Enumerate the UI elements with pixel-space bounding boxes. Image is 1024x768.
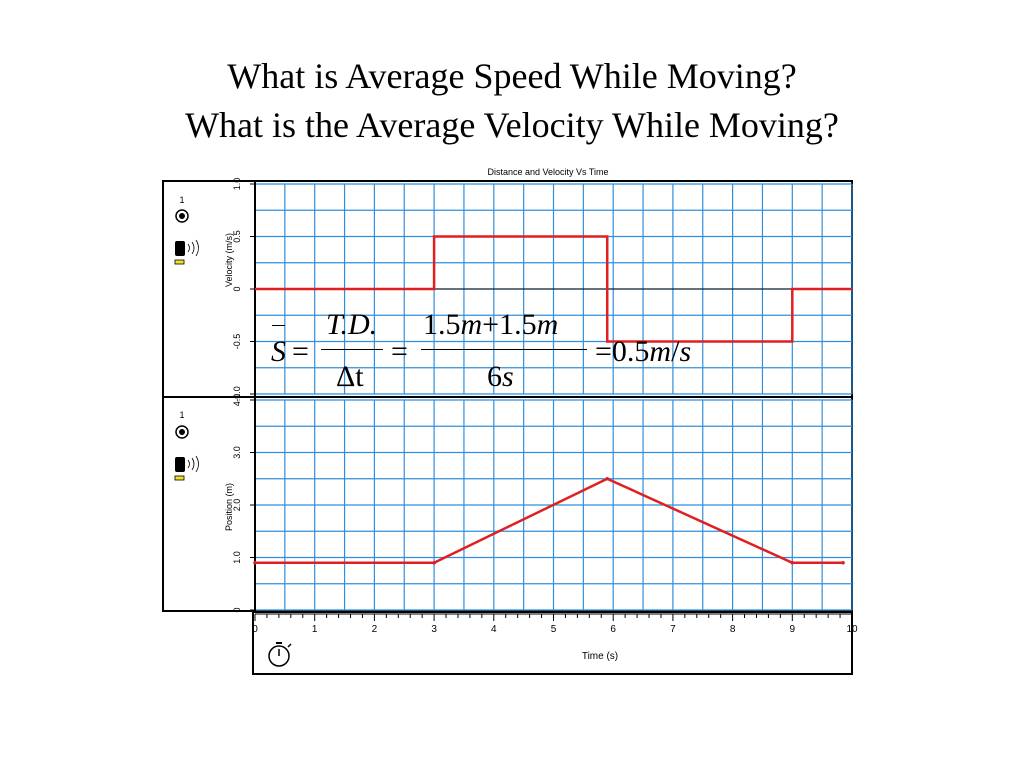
x-tick-label: 8: [730, 624, 736, 635]
formula-numerator: 1.5m+1.5m: [423, 308, 559, 341]
data-point-position: [253, 560, 257, 565]
y-tick-label-position: 3.0: [232, 446, 242, 459]
data-point-position: [790, 560, 795, 565]
sensor-number-icon: 1: [179, 195, 184, 205]
y-tick-label-position: 2.0: [232, 499, 242, 512]
y-tick-label-velocity: -1.0: [232, 386, 242, 402]
y-tick-label-position: 1.0: [232, 551, 242, 564]
y-tick-label-position: 4.0: [232, 394, 242, 407]
sensor-number-icon: 1: [179, 410, 184, 420]
formula-delta-t: Δt: [336, 360, 364, 393]
series-line-position: [255, 477, 844, 564]
x-tick-label: 3: [431, 624, 437, 635]
motion-sensor-icon[interactable]: [174, 239, 199, 265]
y-tick-label-velocity: 0: [232, 286, 242, 291]
formula-result: =0.5m/s: [595, 335, 692, 368]
formula-equals-2: =: [391, 335, 408, 368]
formula-total-distance: T.D.: [326, 308, 378, 341]
series-line-velocity: [255, 235, 852, 343]
x-tick-label: 10: [846, 624, 858, 635]
x-tick-label: 4: [491, 624, 497, 635]
data-point-position: [605, 476, 610, 481]
fraction-bar-2: [421, 349, 587, 350]
motion-sensor-icon[interactable]: [174, 455, 199, 481]
x-tick-label: 2: [372, 624, 378, 635]
slide-title-line1: What is Average Speed While Moving?: [227, 56, 797, 96]
x-tick-label: 5: [551, 624, 557, 635]
x-tick-label: 1: [312, 624, 318, 635]
time-axis-frame: [252, 611, 853, 675]
chart-title: Distance and Velocity Vs Time: [487, 167, 608, 177]
x-tick-label: 0: [252, 624, 258, 635]
formula-denominator: 6s: [487, 360, 514, 393]
y-axis-label-velocity: Velocity (m/s): [224, 233, 234, 287]
data-point-position: [841, 560, 845, 565]
y-axis-label-position: Position (m): [224, 483, 234, 531]
x-tick-label: 6: [610, 624, 616, 635]
formula-equals-1: =: [292, 335, 309, 368]
y-tick-label-velocity: 1.0: [232, 178, 242, 191]
x-tick-label: 9: [790, 624, 796, 635]
y-tick-label-velocity: -0.5: [232, 334, 242, 350]
stopwatch-icon[interactable]: [268, 642, 292, 667]
x-axis-label: Time (s): [582, 651, 618, 662]
y-tick-label-position: 0: [232, 607, 242, 612]
slide-title-line2: What is the Average Velocity While Movin…: [185, 105, 839, 145]
x-tick-label: 7: [670, 624, 676, 635]
fraction-bar-1: [321, 349, 383, 350]
formula-symbol-s: S: [271, 335, 286, 368]
data-point-position: [432, 560, 436, 565]
average-bar: [272, 325, 285, 326]
y-tick-label-velocity: 0.5: [232, 230, 242, 243]
